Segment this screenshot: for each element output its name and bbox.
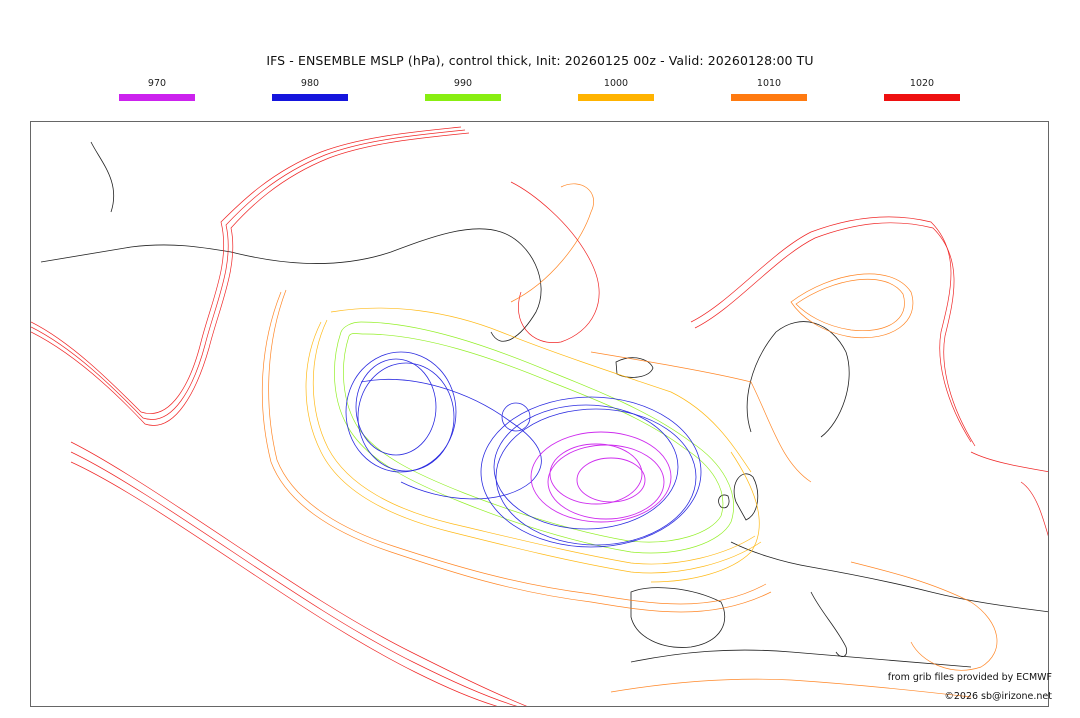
legend-item-980: 980 <box>270 78 350 101</box>
iberia-coast <box>630 587 726 648</box>
contour-1020 <box>31 126 1048 706</box>
canada-coast <box>40 141 232 263</box>
legend-label: 1000 <box>603 78 629 89</box>
contour-map <box>31 126 1048 706</box>
map-panel <box>30 121 1049 707</box>
north-africa-coast <box>630 649 972 668</box>
contour-970 <box>530 431 672 523</box>
legend-swatch <box>578 94 654 101</box>
iceland-coast <box>615 357 654 378</box>
legend-label: 990 <box>453 78 473 89</box>
copyright-credit: ©2026 sb@irizone.net <box>944 691 1052 702</box>
legend-swatch <box>272 94 348 101</box>
greenland-coast <box>230 228 542 342</box>
scandinavia-coast <box>746 321 850 438</box>
italy-coast <box>810 591 848 657</box>
legend-label: 970 <box>147 78 167 89</box>
legend-item-1020: 1020 <box>882 78 962 101</box>
legend-item-970: 970 <box>117 78 197 101</box>
legend-swatch <box>425 94 501 101</box>
europe-coast <box>730 541 1048 613</box>
legend-swatch <box>731 94 807 101</box>
legend-label: 1010 <box>756 78 782 89</box>
legend-swatch <box>119 94 195 101</box>
legend-item-1000: 1000 <box>576 78 656 101</box>
contour-980 <box>345 351 702 548</box>
british-isles-coast <box>718 473 759 521</box>
source-credit: from grib files provided by ECMWF <box>887 672 1052 683</box>
legend-label: 1020 <box>909 78 935 89</box>
legend-swatch <box>884 94 960 101</box>
coastlines <box>40 141 1048 668</box>
contour-1000 <box>305 307 762 583</box>
map-title: IFS - ENSEMBLE MSLP (hPa), control thick… <box>266 53 814 68</box>
legend-item-990: 990 <box>423 78 503 101</box>
legend-label: 980 <box>300 78 320 89</box>
contour-legend: 970 980 990 1000 1010 1020 <box>0 78 1080 114</box>
legend-item-1010: 1010 <box>729 78 809 101</box>
contour-990 <box>334 321 734 554</box>
contour-1010 <box>261 183 998 698</box>
